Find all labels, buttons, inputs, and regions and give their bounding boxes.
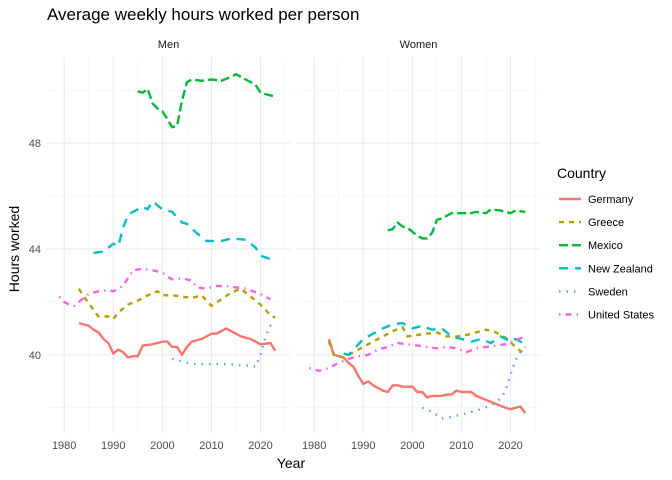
x-tick-label: 1990 bbox=[351, 440, 375, 452]
legend-label: Mexico bbox=[588, 240, 623, 252]
series-line-mexico bbox=[137, 73, 276, 129]
x-axis-title: Year bbox=[277, 455, 306, 471]
series-line-greece bbox=[327, 325, 527, 359]
chart-title: Average weekly hours worked per person bbox=[47, 5, 359, 24]
series-line-united-states bbox=[58, 267, 271, 308]
y-tick-label: 48 bbox=[29, 138, 41, 150]
x-tick-label: 2020 bbox=[498, 440, 522, 452]
x-tick-label: 2000 bbox=[150, 440, 174, 452]
facet-panel-women: 1980 1990 2000 2010 2020 Women bbox=[297, 39, 540, 452]
facet-strip-label: Women bbox=[400, 39, 438, 51]
series-line-new-zealand bbox=[343, 321, 526, 357]
series-line-mexico bbox=[387, 208, 526, 240]
y-axis-title: Hours worked bbox=[6, 206, 22, 292]
facet-panel-men: 1980 1990 2000 2010 2020 Men bbox=[47, 39, 290, 452]
x-tick-label: 1980 bbox=[302, 440, 326, 452]
series-line-sweden bbox=[171, 320, 277, 368]
y-tick-label: 44 bbox=[29, 244, 41, 256]
legend-label: Germany bbox=[588, 194, 634, 206]
series-line-new-zealand bbox=[93, 200, 276, 263]
y-tick-label: 40 bbox=[29, 350, 41, 362]
legend-label: Greece bbox=[588, 217, 624, 229]
x-tick-label: 2020 bbox=[248, 440, 272, 452]
series-line-greece bbox=[77, 287, 276, 321]
series-line-sweden bbox=[421, 346, 527, 420]
x-tick-label: 1980 bbox=[52, 440, 76, 452]
facet-strip-label: Men bbox=[158, 39, 179, 51]
legend-label: New Zealand bbox=[588, 263, 653, 275]
series-line-germany bbox=[327, 338, 527, 414]
legend-title: Country bbox=[557, 165, 606, 181]
x-tick-label: 2010 bbox=[199, 440, 223, 452]
legend-label: United States bbox=[588, 310, 655, 322]
x-tick-label: 2010 bbox=[449, 440, 473, 452]
x-tick-label: 2000 bbox=[400, 440, 424, 452]
series-line-united-states bbox=[308, 335, 526, 372]
x-tick-label: 1990 bbox=[101, 440, 125, 452]
legend-label: Sweden bbox=[588, 286, 628, 298]
series-line-germany bbox=[78, 321, 277, 359]
